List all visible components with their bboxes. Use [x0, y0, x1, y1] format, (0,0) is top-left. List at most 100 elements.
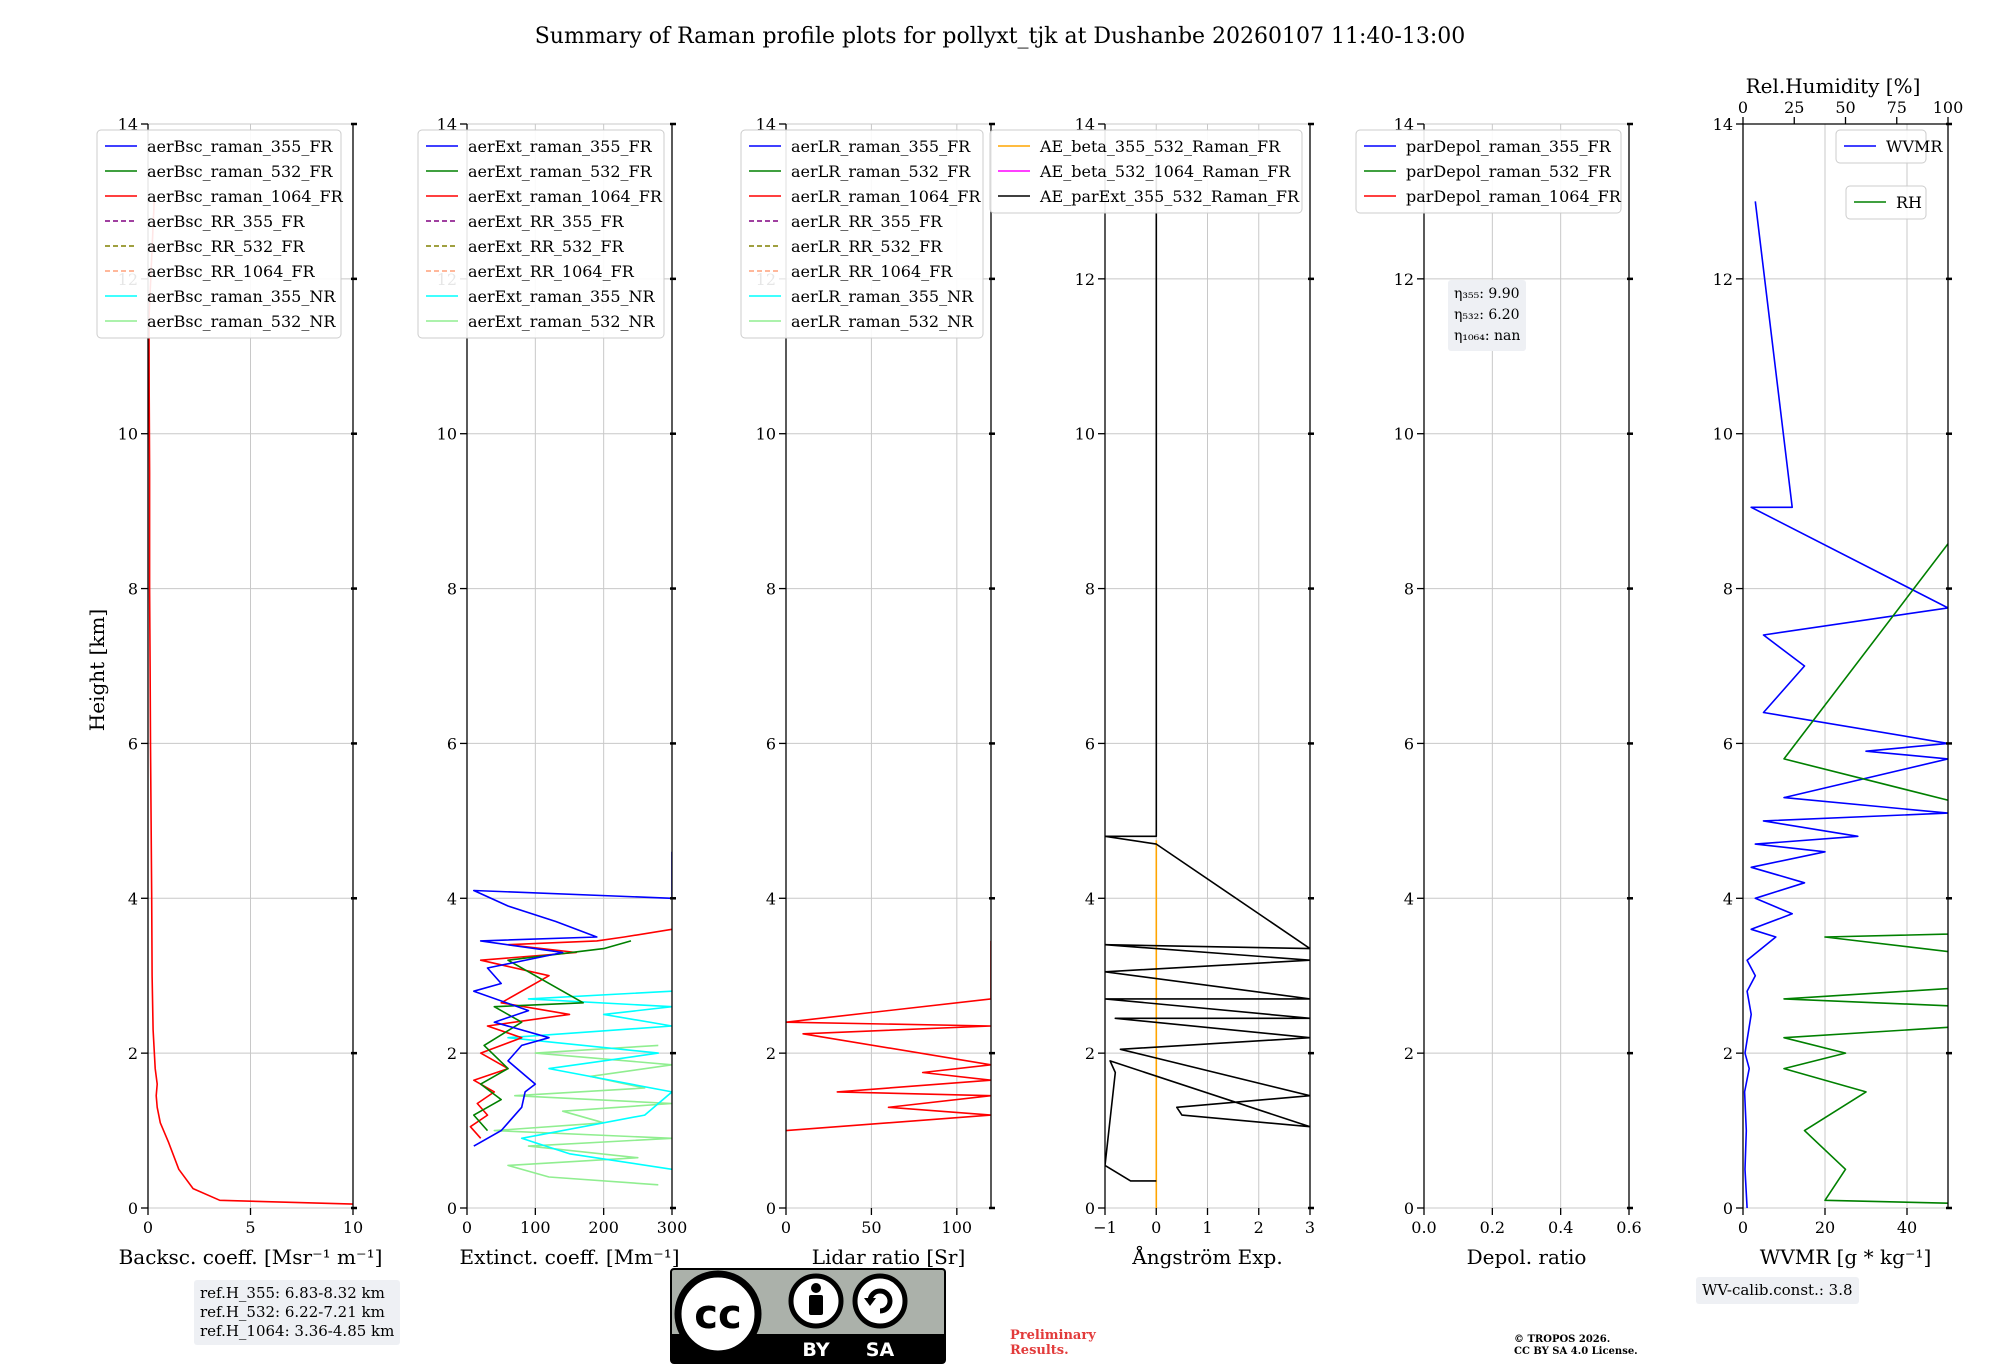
y-tick-label: 2	[447, 1044, 457, 1063]
x-tick-label: 0	[1738, 1218, 1748, 1237]
legend-item: aerLR_raman_532_FR	[791, 162, 971, 181]
copyright-line-1: © TROPOS 2026.	[1514, 1334, 1611, 1345]
panel-bsc: 024681012140510Backsc. coeff. [Msr⁻¹ m⁻¹…	[96, 115, 383, 1269]
x-tick-label: 3	[1305, 1218, 1315, 1237]
legend-item: aerLR_raman_1064_FR	[791, 187, 981, 206]
legend-item: aerBsc_raman_355_NR	[147, 287, 336, 306]
x-tick-label: 1	[1202, 1218, 1212, 1237]
legend-item: aerLR_raman_532_NR	[791, 312, 974, 331]
wv-calib-text: WV-calib.const.: 3.8	[1702, 1281, 1853, 1299]
legend-box	[989, 129, 1303, 214]
x-tick-label: 100	[520, 1218, 551, 1237]
legend-item: aerExt_raman_532_NR	[468, 312, 656, 331]
y-tick-label: 10	[1713, 425, 1733, 444]
cc-logo-text: cc	[694, 1292, 741, 1338]
y-tick-label: 14	[1394, 115, 1414, 134]
legend-box	[417, 129, 665, 339]
x-axis-label: Backsc. coeff. [Msr⁻¹ m⁻¹]	[119, 1245, 383, 1269]
legend-item: aerLR_RR_1064_FR	[791, 262, 953, 281]
x-tick-label: 0.6	[1616, 1218, 1641, 1237]
y-tick-label: 0	[1404, 1199, 1414, 1218]
legend-item: aerLR_RR_355_FR	[791, 212, 943, 231]
legend-item: aerLR_RR_532_FR	[791, 237, 943, 256]
x-axis-label: Extinct. coeff. [Mm⁻¹]	[459, 1245, 679, 1269]
legend-item: aerBsc_raman_532_FR	[147, 162, 333, 181]
y-tick-label: 6	[447, 734, 457, 753]
series-aerExt_raman_532_FR	[472, 940, 632, 1132]
y-tick-label: 8	[1085, 580, 1095, 599]
x-axis-label: Depol. ratio	[1467, 1245, 1587, 1269]
top-x-tick-label: 100	[1933, 98, 1964, 117]
panel-lr: 02468101214050100Lidar ratio [Sr]aerLR_r…	[740, 115, 995, 1269]
legend-item: aerBsc_RR_1064_FR	[147, 262, 316, 281]
legend-item: aerExt_raman_532_FR	[468, 162, 653, 181]
series-group	[148, 201, 353, 1205]
series-aerExt_raman_355_NR	[507, 990, 672, 1171]
figure-title: Summary of Raman profile plots for polly…	[535, 24, 1466, 49]
y-tick-label: 10	[1075, 425, 1095, 444]
legend-item: aerBsc_raman_355_FR	[147, 137, 333, 156]
x-tick-label: 2	[1254, 1218, 1264, 1237]
series-aerExt_raman_532_NR	[493, 1044, 672, 1186]
ref-height-1064: ref.H_1064: 3.36-4.85 km	[200, 1322, 395, 1340]
series-AE_parExt_355_532_Raman_FR	[1105, 162, 1310, 1182]
legend-item: parDepol_raman_355_FR	[1406, 137, 1612, 156]
y-tick-label: 0	[1723, 1199, 1733, 1218]
preliminary-line-1: Preliminary	[1010, 1328, 1096, 1343]
y-tick-label: 14	[437, 115, 457, 134]
panel-depol: 0 2 4 6 8 10 12 14 0.0 0.2 0.4 0.6 Depol. ratio parDe…	[1355, 115, 1642, 1269]
x-axis-label: Ångström Exp.	[1131, 1244, 1282, 1269]
series-group	[786, 940, 991, 1132]
y-tick-label: 10	[1394, 425, 1414, 444]
legend-item: aerExt_raman_1064_FR	[468, 187, 663, 206]
legend-item: aerExt_raman_355_FR	[468, 137, 653, 156]
series-group	[469, 851, 672, 1186]
legend-item: aerBsc_raman_532_NR	[147, 312, 336, 331]
y-tick-label: 2	[128, 1044, 138, 1063]
y-tick-label: 0	[128, 1199, 138, 1218]
wv-calib-box: WV-calib.const.: 3.8	[1696, 1277, 1859, 1304]
legend-item: WVMR	[1886, 137, 1943, 156]
x-tick-label: 0	[143, 1218, 153, 1237]
y-tick-label: 0	[766, 1199, 776, 1218]
y-tick-label: 14	[1713, 115, 1733, 134]
x-tick-label: 20	[1815, 1218, 1835, 1237]
y-tick-label: 10	[437, 425, 457, 444]
eta-355: η₃₅₅: 9.90	[1454, 286, 1520, 302]
copyright-note: © TROPOS 2026. CC BY SA 4.0 License.	[1514, 1334, 1638, 1358]
legend-item: parDepol_raman_1064_FR	[1406, 187, 1622, 206]
x-tick-label: 0.2	[1480, 1218, 1505, 1237]
y-tick-label: 10	[756, 425, 776, 444]
y-tick-label: 10	[118, 425, 138, 444]
legend-item: RH	[1896, 193, 1922, 212]
y-tick-label: 4	[1404, 889, 1414, 908]
x-axis-label: Lidar ratio [Sr]	[812, 1245, 966, 1269]
y-tick-label: 14	[118, 115, 138, 134]
y-tick-label: 12	[1075, 270, 1095, 289]
x-tick-label: 0	[781, 1218, 791, 1237]
ref-height-box: ref.H_355: 6.83-8.32 km ref.H_532: 6.22-…	[194, 1280, 401, 1345]
y-tick-label: 6	[1404, 734, 1414, 753]
y-tick-label: 8	[447, 580, 457, 599]
y-tick-label: 14	[1075, 115, 1095, 134]
top-x-tick-label: 50	[1835, 98, 1855, 117]
y-tick-label: 12	[1713, 270, 1733, 289]
y-tick-label: 2	[1404, 1044, 1414, 1063]
x-tick-label: 100	[942, 1218, 973, 1237]
legend-item: AE_beta_532_1064_Raman_FR	[1039, 162, 1291, 181]
x-tick-label: 200	[588, 1218, 619, 1237]
y-tick-label: 4	[128, 889, 138, 908]
x-tick-label: 300	[657, 1218, 688, 1237]
by-label: BY	[802, 1339, 829, 1361]
panel-wv: 0 2 4 6 8 10 12 14 0 20 40 WVMR [g * kg⁻¹] 0 25 50 75 10…	[1713, 98, 1964, 1269]
y-tick-label: 2	[1723, 1044, 1733, 1063]
legend-item: aerLR_raman_355_FR	[791, 137, 971, 156]
top-x-tick-label: 25	[1784, 98, 1804, 117]
y-tick-label: 6	[128, 734, 138, 753]
legend-item: AE_beta_355_532_Raman_FR	[1039, 137, 1281, 156]
y-tick-label: 12	[1394, 270, 1414, 289]
y-tick-label: 8	[128, 580, 138, 599]
legend-item: aerLR_raman_355_NR	[791, 287, 974, 306]
y-tick-label: 14	[756, 115, 776, 134]
